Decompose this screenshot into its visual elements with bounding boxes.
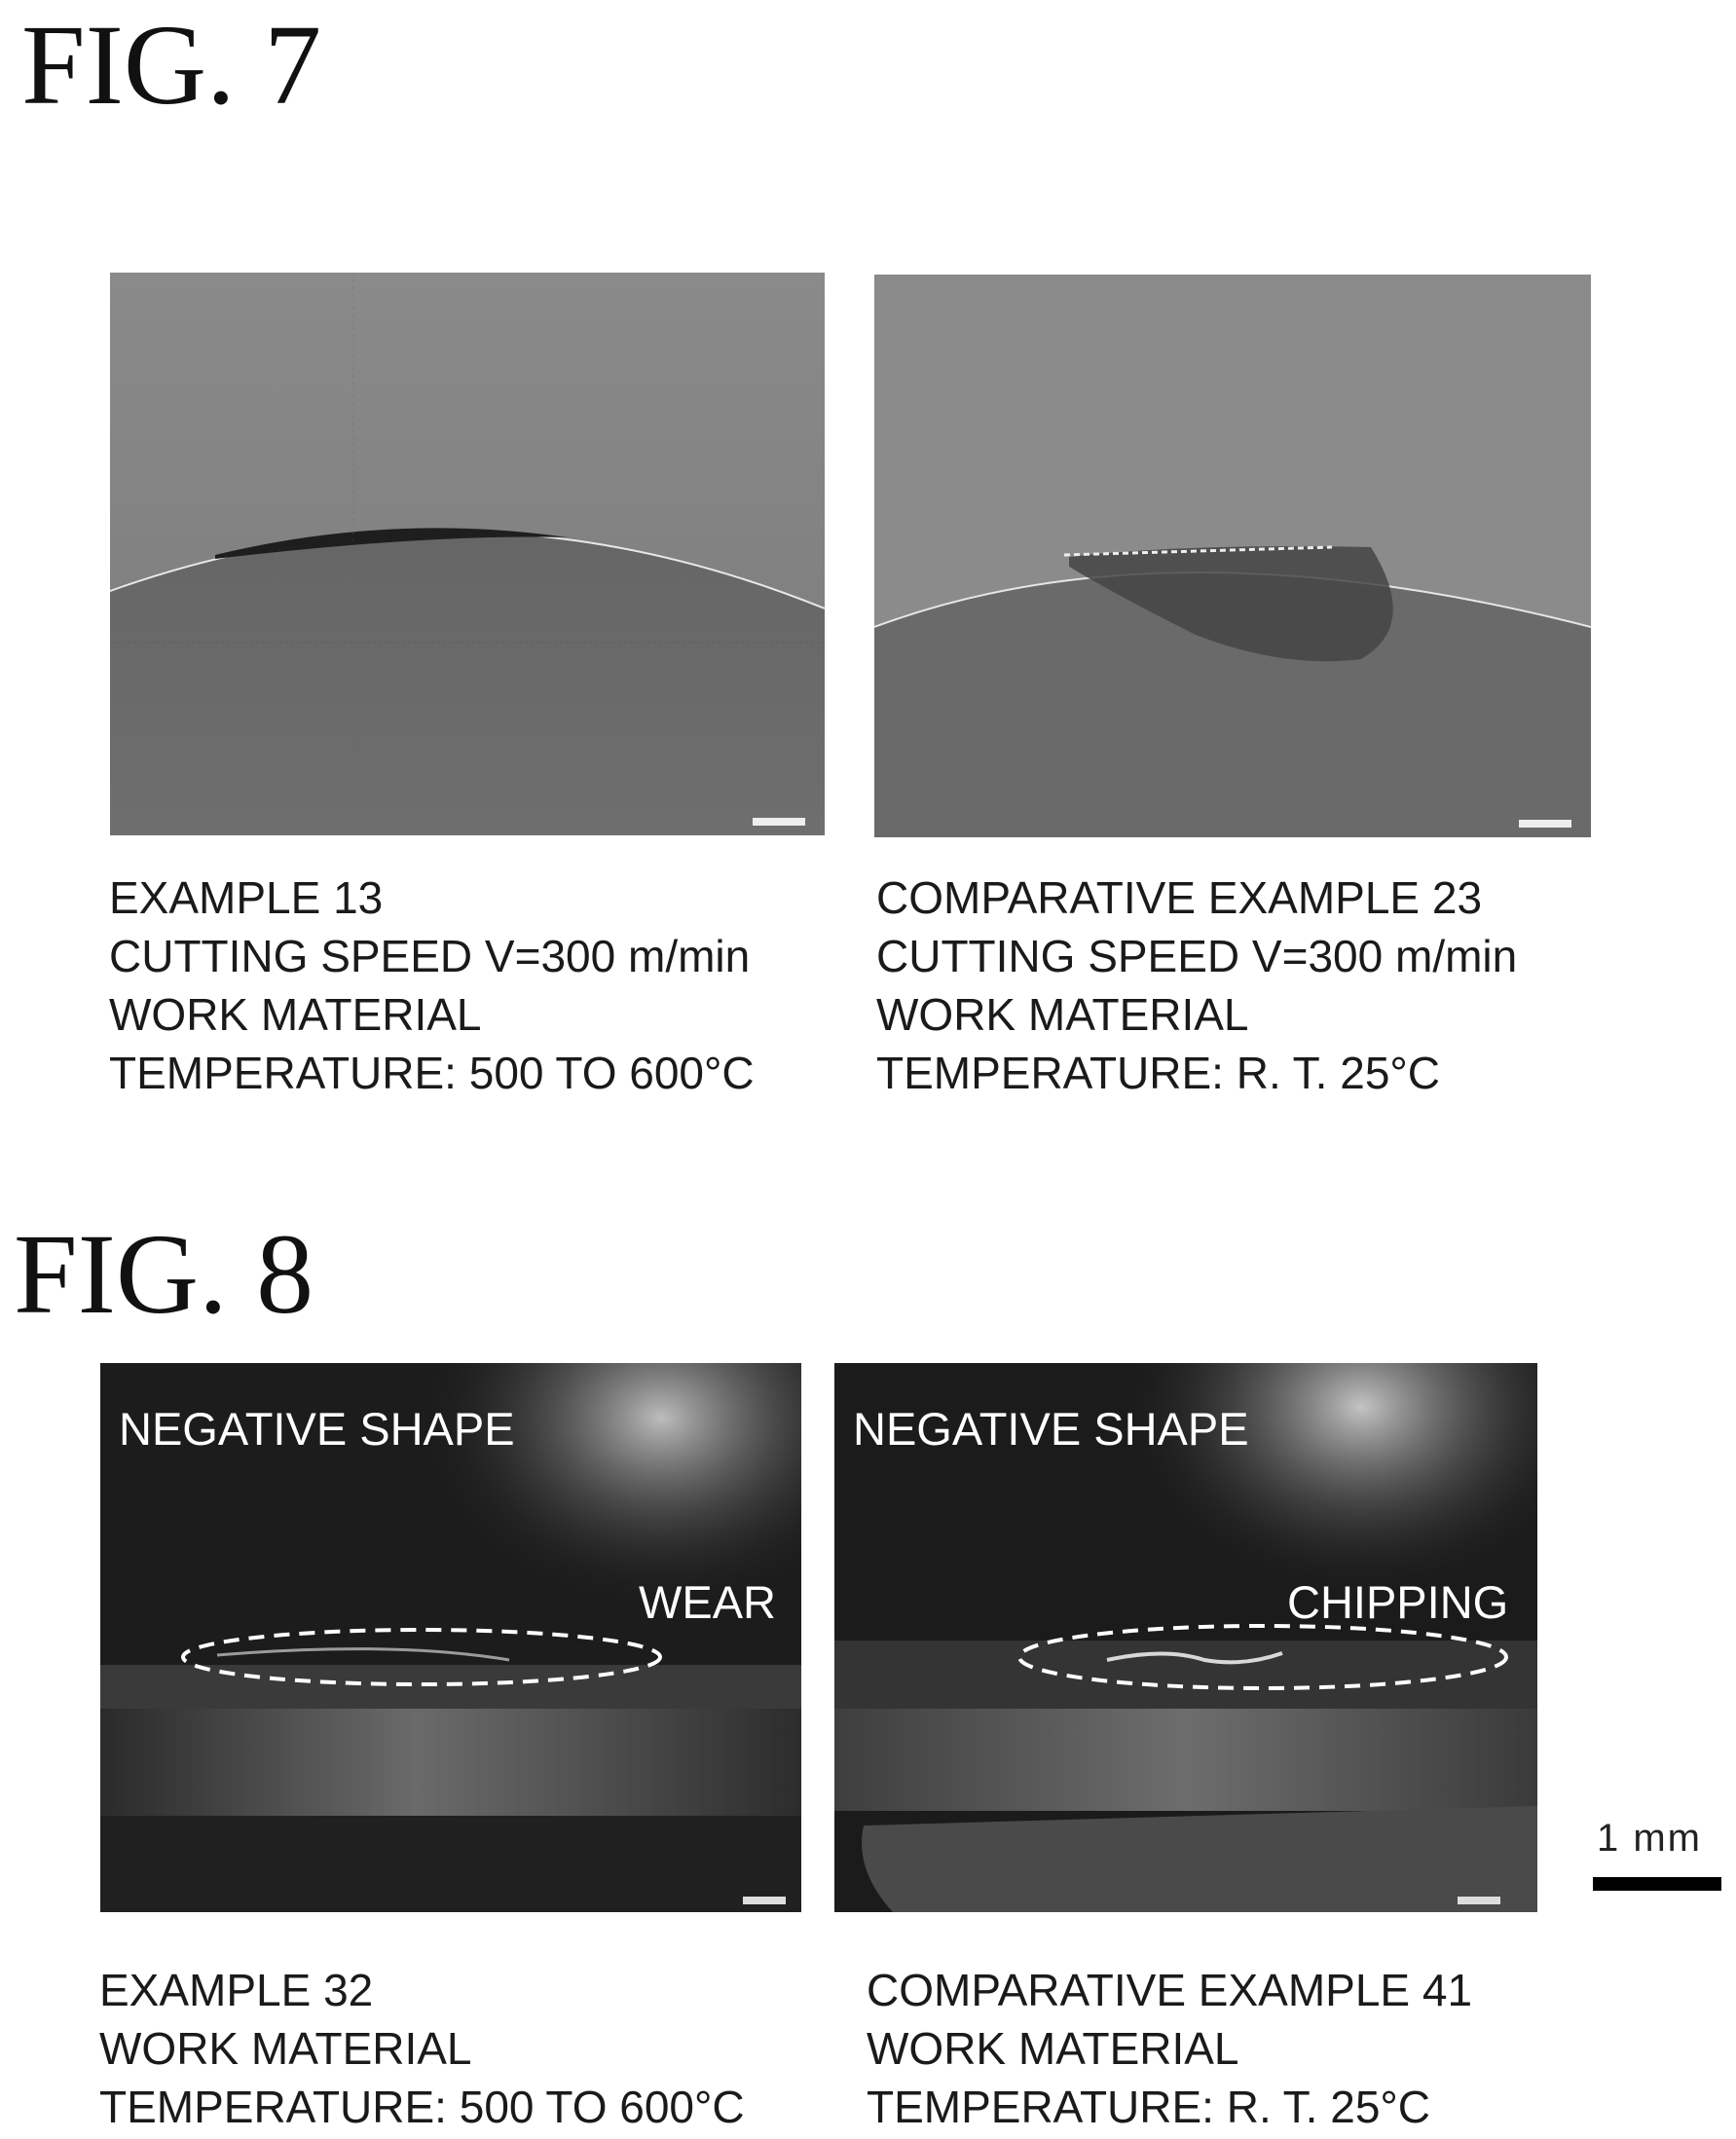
fig7-left-micrograph [110,273,825,835]
caption-line: WORK MATERIAL [109,985,755,1044]
caption-line: EXAMPLE 32 [99,1961,745,2019]
caption-line: CUTTING SPEED V=300 m/min [876,927,1517,985]
fig8-left-caption: EXAMPLE 32 WORK MATERIAL TEMPERATURE: 50… [99,1961,745,2136]
caption-line: CUTTING SPEED V=300 m/min [109,927,755,985]
scale-bar [1593,1877,1721,1891]
fig8-right-caption: COMPARATIVE EXAMPLE 41 WORK MATERIAL TEM… [867,1961,1472,2136]
fig8-right-annotation: CHIPPING [1287,1579,1508,1625]
fig7-right-caption: COMPARATIVE EXAMPLE 23 CUTTING SPEED V=3… [876,868,1517,1102]
fig7-title: FIG. 7 [21,8,321,123]
fig7-left-caption: EXAMPLE 13 CUTTING SPEED V=300 m/min WOR… [109,868,755,1102]
fig8-left-annotation: WEAR [639,1579,776,1625]
fig7-right-micrograph [874,275,1591,837]
fig8-left-overlay-label: NEGATIVE SHAPE [119,1406,515,1452]
fig8-right-overlay-label: NEGATIVE SHAPE [853,1406,1249,1452]
caption-line: WORK MATERIAL [867,2019,1472,2078]
caption-line: TEMPERATURE: 500 TO 600°C [99,2078,745,2136]
caption-line: TEMPERATURE: R. T. 25°C [876,1044,1517,1102]
caption-line: EXAMPLE 13 [109,868,755,927]
scale-label: 1 mm [1597,1817,1702,1861]
caption-line: COMPARATIVE EXAMPLE 23 [876,868,1517,927]
caption-line: TEMPERATURE: 500 TO 600°C [109,1044,755,1102]
caption-line: TEMPERATURE: R. T. 25°C [867,2078,1472,2136]
caption-line: COMPARATIVE EXAMPLE 41 [867,1961,1472,2019]
caption-line: WORK MATERIAL [99,2019,745,2078]
caption-line: WORK MATERIAL [876,985,1517,1044]
fig8-title: FIG. 8 [14,1217,314,1332]
